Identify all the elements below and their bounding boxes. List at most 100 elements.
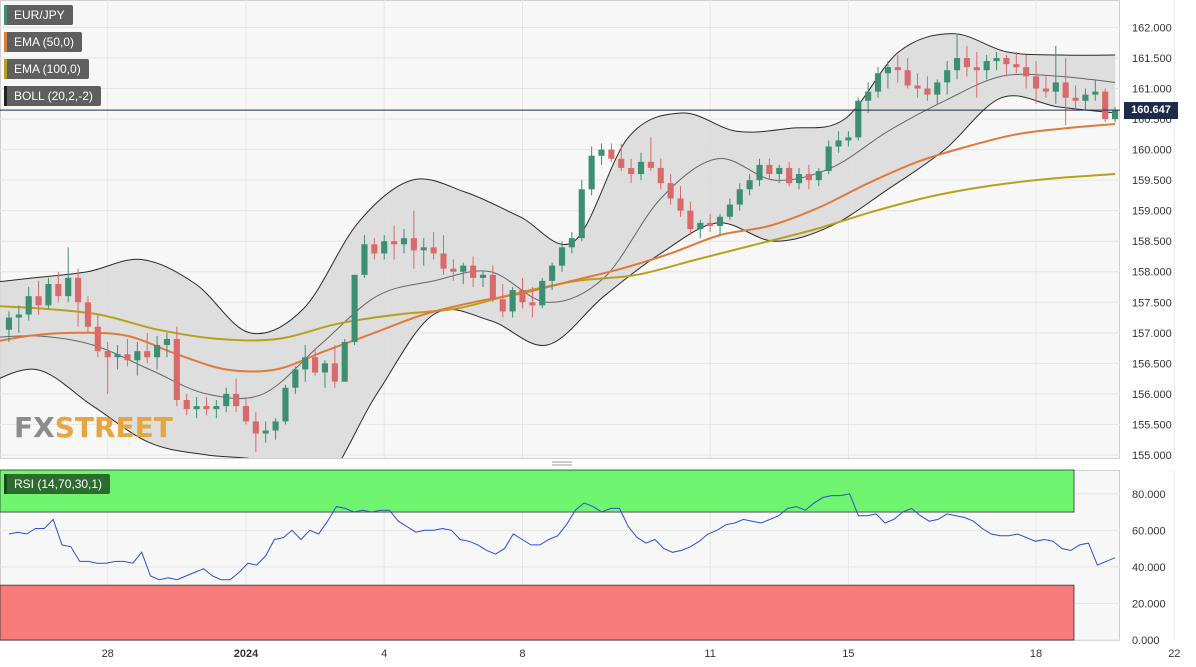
candle — [361, 235, 368, 278]
current-price-badge: 160.647 — [1124, 102, 1178, 120]
candle-body — [835, 140, 842, 147]
candle — [1003, 54, 1010, 77]
candle-body — [410, 238, 417, 251]
candle — [1013, 51, 1020, 74]
legend-symbol[interactable]: EUR/JPY — [4, 5, 73, 25]
candle-body — [963, 58, 970, 68]
candle — [94, 314, 101, 358]
candle — [924, 76, 931, 101]
candle-body — [736, 189, 743, 205]
legend-boll-label: BOLL (20,2,-2) — [14, 89, 93, 103]
price-tick-label: 161.000 — [1132, 84, 1172, 96]
legend-rsi[interactable]: RSI (14,70,30,1) — [4, 474, 111, 494]
candle — [75, 268, 82, 327]
candle-body — [331, 363, 338, 382]
candle-body — [35, 296, 42, 306]
candle-body — [914, 85, 921, 89]
rsi-tick-label: 20.000 — [1132, 598, 1166, 610]
candle-body — [608, 149, 615, 159]
candle — [667, 174, 674, 205]
candle — [1052, 45, 1059, 104]
legend-ema100-label: EMA (100,0) — [14, 62, 81, 76]
candle — [45, 277, 52, 309]
time-tick-label: 18 — [1030, 648, 1042, 660]
candle — [5, 311, 12, 342]
price-tick-label: 158.500 — [1132, 236, 1172, 248]
candle — [114, 345, 121, 370]
candle — [786, 161, 793, 187]
candle — [35, 280, 42, 315]
candle — [460, 262, 467, 284]
candle-body — [588, 155, 595, 190]
candle-body — [726, 204, 733, 217]
candle-body — [203, 406, 210, 410]
candle-body — [628, 167, 635, 175]
candle-body — [124, 354, 131, 361]
candle — [707, 213, 714, 233]
candle — [489, 265, 496, 303]
candle-body — [667, 183, 674, 199]
candle — [716, 213, 724, 236]
candle — [252, 412, 259, 452]
candle — [746, 174, 753, 196]
candle — [391, 225, 398, 260]
candle — [430, 232, 437, 260]
candle — [509, 287, 516, 318]
candle-body — [1082, 94, 1089, 101]
fxstreet-logo: FXSTREET — [14, 411, 173, 444]
candle — [855, 97, 862, 141]
candle-body — [242, 406, 250, 422]
candle-body — [252, 421, 259, 434]
candle — [242, 396, 250, 425]
legend-ema100[interactable]: EMA (100,0) — [4, 59, 89, 79]
price-tick-label: 159.500 — [1132, 175, 1172, 187]
pane-divider-handle[interactable] — [552, 461, 572, 466]
candle-body — [865, 91, 872, 101]
candle-body — [282, 387, 289, 422]
candle-body — [104, 351, 111, 358]
price-tick-label: 160.000 — [1132, 145, 1172, 157]
price-tick-label: 162.000 — [1132, 22, 1172, 34]
candle-body — [262, 430, 269, 434]
candle-body — [420, 247, 427, 251]
candle — [637, 152, 645, 181]
candle — [479, 271, 487, 288]
candle-body — [1013, 64, 1020, 68]
candle-body — [944, 70, 951, 83]
ema-lines — [0, 123, 1116, 373]
candle — [381, 235, 388, 260]
candle — [845, 131, 852, 147]
candle-body — [1023, 67, 1030, 77]
candle — [519, 277, 526, 309]
candle — [302, 345, 309, 382]
candle — [440, 235, 447, 275]
candle — [805, 164, 812, 190]
candle-body — [470, 265, 477, 278]
candle-body — [845, 137, 852, 141]
rsi-zones — [0, 469, 1075, 641]
candle — [203, 396, 210, 416]
candle — [499, 283, 506, 318]
candle — [84, 296, 92, 333]
bollinger-lower-line — [0, 95, 1116, 458]
candle-body — [795, 174, 803, 184]
candle — [292, 366, 299, 394]
candle-body — [519, 290, 526, 303]
candles[interactable] — [5, 33, 1119, 452]
rsi-tick-label: 80.000 — [1132, 489, 1166, 501]
candle — [598, 143, 605, 165]
price-tick-label: 157.000 — [1132, 328, 1172, 340]
candle — [1102, 88, 1109, 123]
candle-body — [953, 58, 961, 71]
price-tick-label: 158.000 — [1132, 267, 1172, 279]
legend-ema50[interactable]: EMA (50,0) — [4, 32, 83, 52]
candle — [529, 287, 536, 318]
candle-body — [223, 393, 230, 407]
legend-boll[interactable]: BOLL (20,2,-2) — [4, 86, 101, 106]
candle — [223, 387, 230, 413]
rsi-tick-label: 40.000 — [1132, 562, 1166, 574]
candle — [173, 326, 180, 407]
candle — [1062, 58, 1069, 126]
candle-body — [825, 146, 832, 171]
